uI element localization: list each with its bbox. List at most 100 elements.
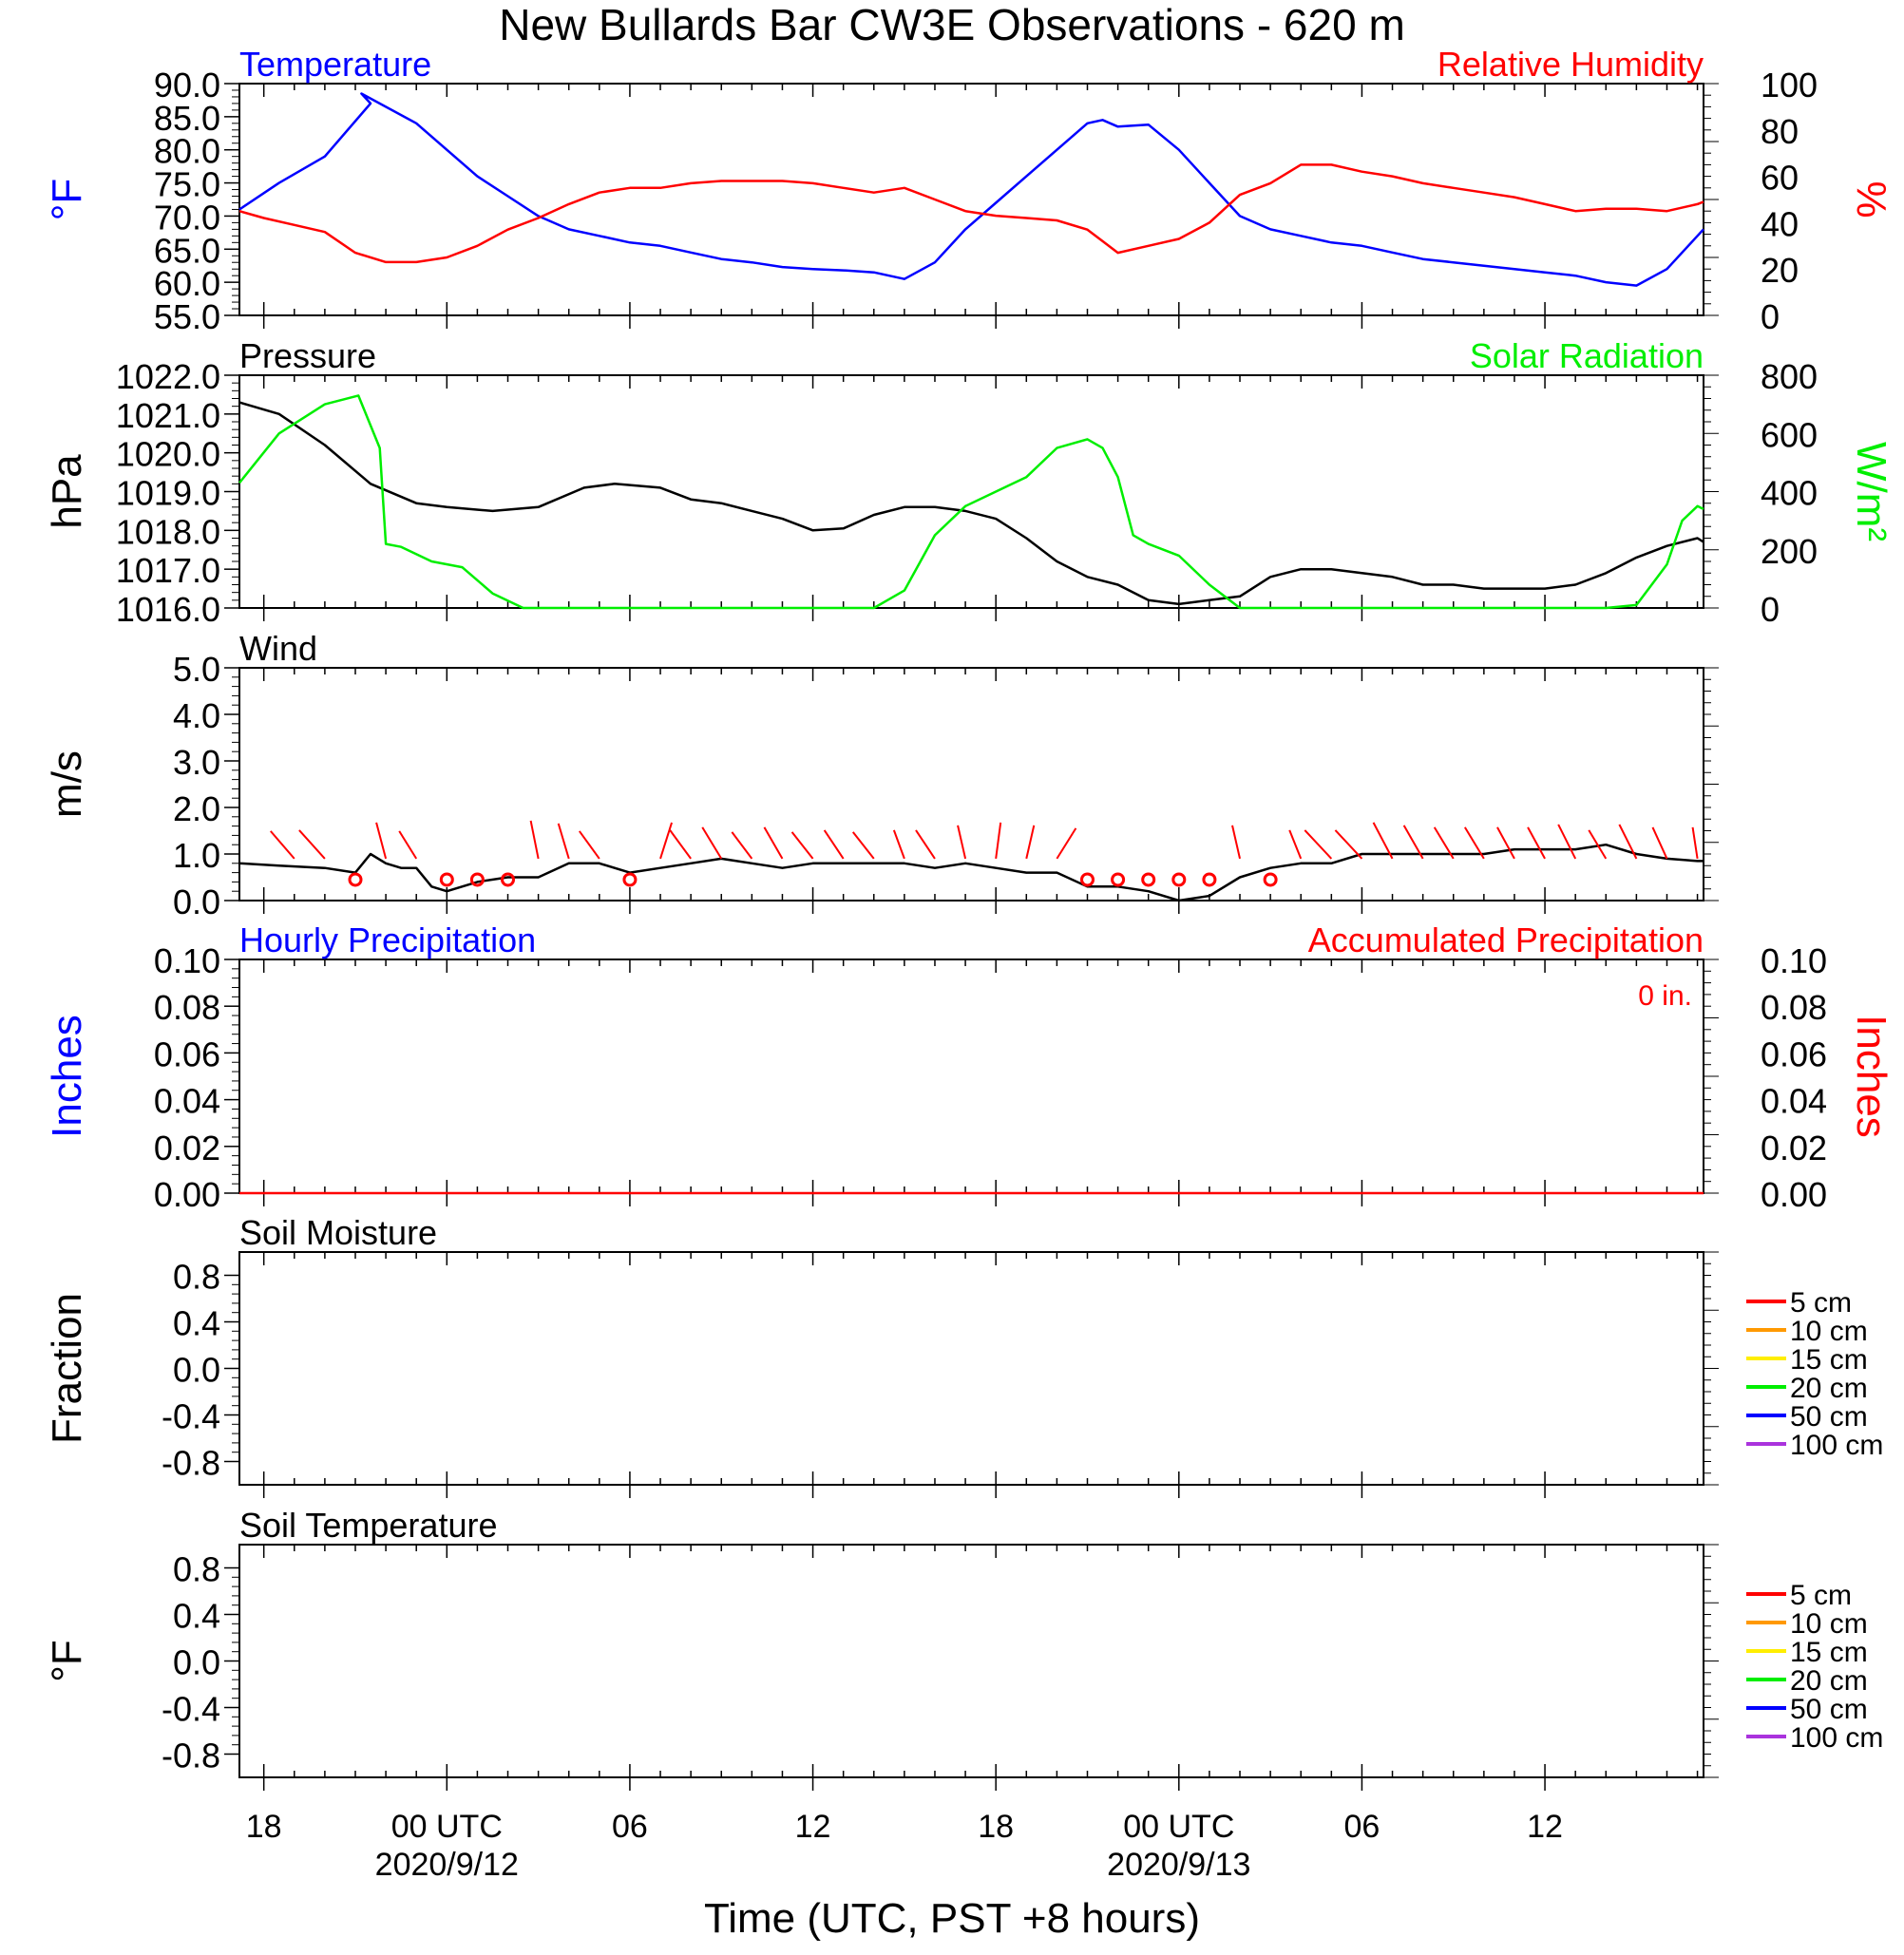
calm-wind-marker: [1202, 872, 1217, 887]
panel-left-title: Temperature: [239, 45, 431, 84]
y-tick-label: 90.0: [154, 66, 220, 104]
y-axis-label: °F: [44, 1640, 90, 1681]
x-tick-date-label: 2020/9/12: [375, 1847, 519, 1883]
y-tick-label: -0.8: [162, 1444, 220, 1483]
panel-right-title: Relative Humidity: [1438, 45, 1704, 84]
y-tick-label: 1.0: [173, 836, 220, 875]
wind-barb: [659, 822, 673, 860]
y-right-tick-label: 600: [1761, 415, 1818, 454]
legend-label: 20 cm: [1790, 1373, 1868, 1404]
panel-precipitation: [224, 959, 1719, 1206]
wind-barb: [1025, 825, 1036, 860]
panel-soil_temperature: [224, 1544, 1786, 1791]
accumulated-total-label: 0 in.: [1638, 980, 1692, 1012]
wind-barb: [1372, 822, 1394, 860]
wind-barb: [915, 829, 936, 860]
panel-temperature_humidity: [224, 83, 1719, 329]
legend-label: 20 cm: [1790, 1665, 1868, 1697]
legend-label: 15 cm: [1790, 1637, 1868, 1668]
y-tick-label: -0.4: [162, 1690, 220, 1729]
y-right-axis-label: W/m²: [1848, 442, 1894, 541]
y-right-tick-label: 200: [1761, 532, 1818, 571]
legend-label: 5 cm: [1790, 1580, 1852, 1611]
calm-wind-marker: [469, 872, 485, 887]
y-tick-label: 0.04: [154, 1082, 220, 1121]
wind-barb: [731, 831, 753, 860]
wind-barb: [957, 825, 967, 860]
y-right-tick-label: 0.10: [1761, 941, 1827, 980]
y-tick-label: 0.4: [173, 1597, 220, 1636]
y-right-tick-label: 0.02: [1761, 1129, 1827, 1167]
x-tick-label: 18: [246, 1809, 282, 1845]
x-tick-label: 06: [612, 1809, 648, 1845]
calm-wind-marker: [348, 872, 363, 887]
y-right-tick-label: 800: [1761, 357, 1818, 396]
series-line-temperature: [238, 92, 1704, 287]
wind-barb: [701, 826, 723, 860]
plot-frame: [238, 667, 1704, 902]
wind-barb: [375, 822, 388, 860]
y-right-tick-label: 0.06: [1761, 1034, 1827, 1073]
legend-label: 15 cm: [1790, 1344, 1868, 1376]
y-axis-label: hPa: [44, 454, 90, 529]
y-tick-label: 0.4: [173, 1304, 220, 1343]
y-tick-label: 0.8: [173, 1550, 220, 1589]
y-tick-label: 0.00: [154, 1175, 220, 1214]
y-right-axis-label: Inches: [1848, 1015, 1894, 1138]
wind-barb: [1588, 829, 1608, 860]
calm-wind-marker: [622, 872, 638, 887]
calm-wind-marker: [439, 872, 454, 887]
series-line-pressure: [238, 401, 1704, 606]
wind-barb: [995, 822, 1002, 860]
legend-label: 100 cm: [1790, 1722, 1883, 1754]
plot-frame: [238, 1251, 1704, 1486]
wind-barb: [1056, 827, 1077, 860]
y-tick-label: 1021.0: [116, 396, 220, 435]
x-axis-label: Time (UTC, PST +8 hours): [704, 1895, 1200, 1942]
x-tick-label: 12: [1527, 1809, 1563, 1845]
wind-barb: [579, 830, 600, 860]
y-tick-label: 3.0: [173, 743, 220, 782]
y-tick-label: -0.8: [162, 1737, 220, 1775]
panel-pressure_solar: [224, 374, 1719, 621]
y-right-tick-label: 0: [1761, 297, 1780, 336]
legend-label: 50 cm: [1790, 1401, 1868, 1433]
y-tick-label: 60.0: [154, 264, 220, 303]
panel-left-title: Wind: [239, 629, 317, 668]
wind-barb: [851, 831, 875, 860]
wind-barb: [1304, 829, 1333, 860]
y-tick-label: 65.0: [154, 231, 220, 270]
y-right-tick-label: 0.04: [1761, 1082, 1827, 1121]
y-tick-label: 4.0: [173, 696, 220, 735]
series-line-solar-radiation: [238, 394, 1704, 610]
x-tick-date-label: 2020/9/13: [1107, 1847, 1250, 1883]
wind-barb: [1402, 825, 1424, 860]
y-right-tick-label: 20: [1761, 251, 1799, 290]
panel-right-title: Accumulated Precipitation: [1308, 921, 1704, 959]
legend-label: 100 cm: [1790, 1430, 1883, 1461]
y-tick-label: 55.0: [154, 297, 220, 336]
x-tick-label: 18: [978, 1809, 1014, 1845]
series-line-wind: [238, 843, 1704, 902]
panel-soil_moisture: [224, 1251, 1786, 1498]
y-tick-label: -0.4: [162, 1397, 220, 1436]
chart-title: New Bullards Bar CW3E Observations - 620…: [499, 0, 1405, 49]
y-right-tick-label: 60: [1761, 159, 1799, 198]
panel-right-title: Solar Radiation: [1470, 336, 1704, 375]
calm-wind-marker: [501, 872, 516, 887]
y-tick-label: 0.02: [154, 1129, 220, 1167]
wind-barb: [790, 831, 814, 860]
legend-label: 50 cm: [1790, 1694, 1868, 1725]
y-tick-label: 85.0: [154, 99, 220, 138]
y-tick-label: 0.0: [173, 1351, 220, 1390]
y-tick-label: 2.0: [173, 789, 220, 828]
calm-wind-marker: [1171, 872, 1187, 887]
wind-barb: [398, 830, 418, 860]
y-right-tick-label: 100: [1761, 66, 1818, 104]
x-tick-label: 00 UTC: [391, 1809, 503, 1845]
y-right-tick-label: 40: [1761, 204, 1799, 243]
panel-left-title: Pressure: [239, 336, 376, 375]
y-tick-label: 0.8: [173, 1258, 220, 1297]
